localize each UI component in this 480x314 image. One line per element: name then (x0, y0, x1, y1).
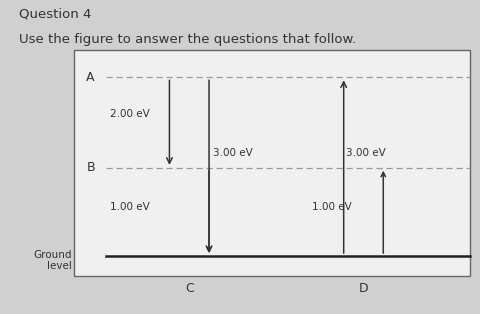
Bar (74, 50, 470, 276)
Text: 3.00 eV: 3.00 eV (213, 148, 252, 158)
Text: C: C (185, 282, 193, 295)
Text: 1.00 eV: 1.00 eV (110, 202, 150, 212)
Text: Question 4: Question 4 (19, 8, 92, 21)
Text: Use the figure to answer the questions that follow.: Use the figure to answer the questions t… (19, 33, 357, 46)
Text: Ground
level: Ground level (34, 250, 72, 271)
Text: 3.00 eV: 3.00 eV (346, 148, 386, 158)
Text: B: B (86, 161, 95, 174)
Text: 1.00 eV: 1.00 eV (312, 202, 352, 212)
Text: 2.00 eV: 2.00 eV (110, 109, 150, 119)
Text: A: A (86, 71, 95, 84)
Text: D: D (359, 282, 368, 295)
